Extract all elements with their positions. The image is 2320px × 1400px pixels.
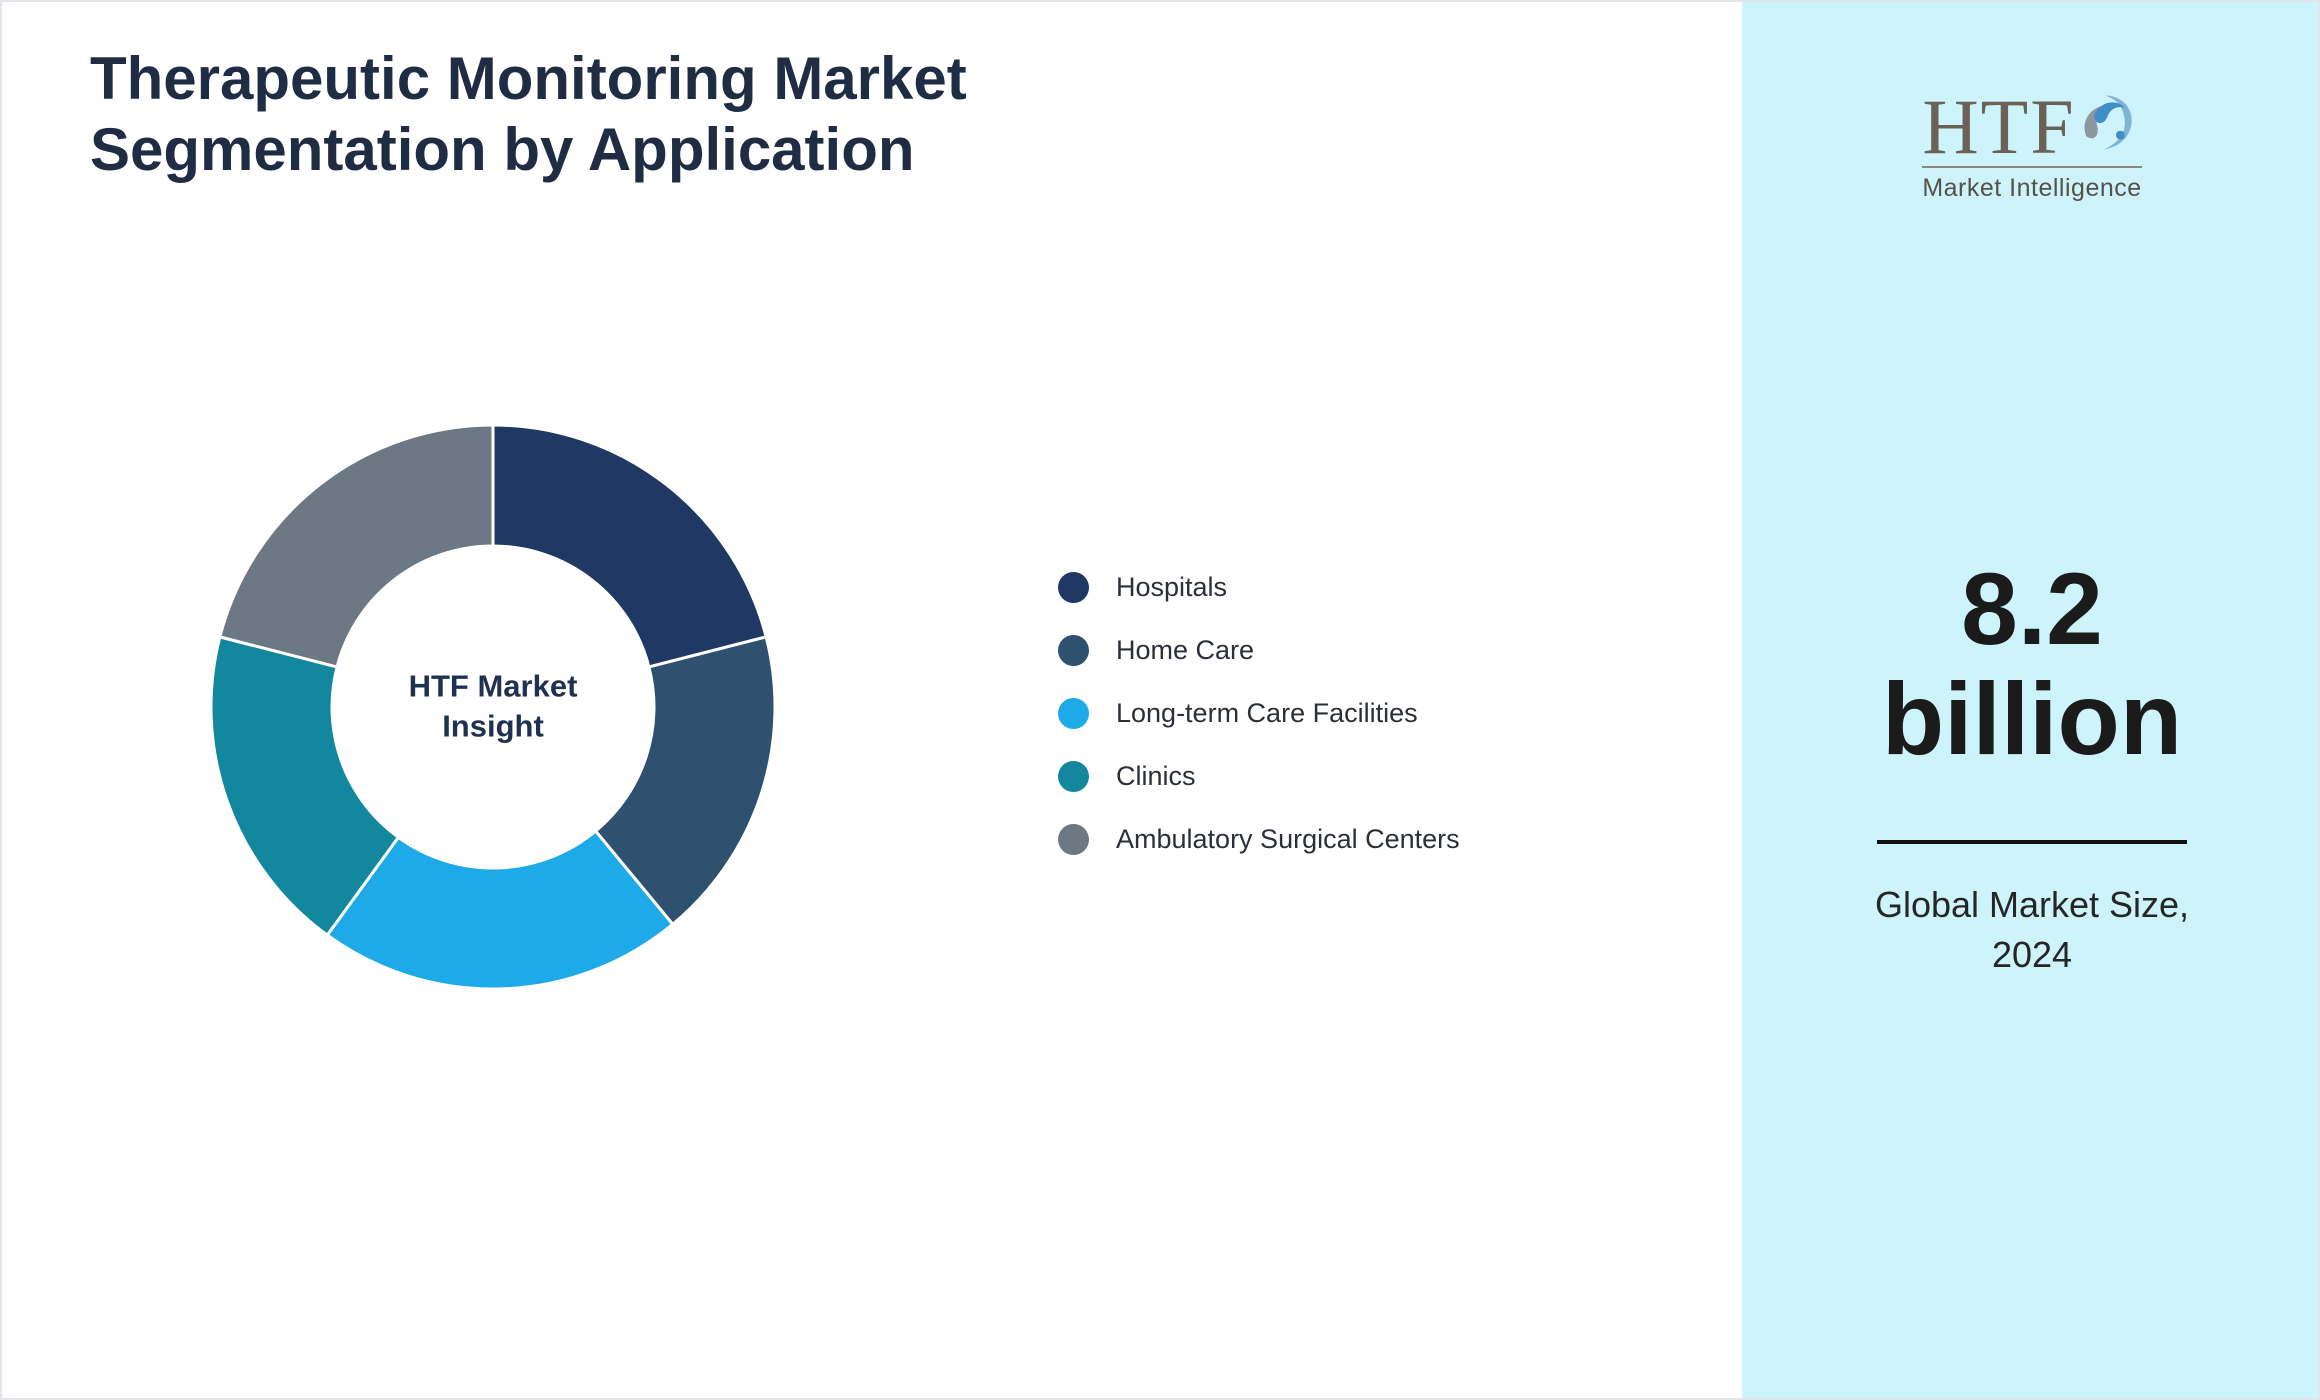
htf-logo-subtext: Market Intelligence [1922,166,2142,203]
market-size-caption-line1: Global Market Size, [1874,884,2190,925]
market-size-unit: billion [1881,662,2183,777]
market-size-caption-line2: 2024 [1991,933,2073,975]
legend-swatch-long-term-care [1058,698,1089,729]
legend-swatch-home-care [1058,635,1089,666]
htf-logo-row: HTF [1742,83,2318,170]
legend-item-long-term-care: Long-term Care Facilities [1058,698,1460,729]
donut-segment [594,635,777,926]
market-size-value: 8.2 billion [1742,552,2318,777]
chart-legend: Hospitals Home Care Long-term Care Facil… [1058,572,1460,887]
legend-swatch-hospitals [1058,572,1089,603]
sidebar-panel: HTF Market Intelligence 8.2 billion Glob… [1742,2,2318,1398]
divider-line [1877,840,2187,844]
legend-label-clinics: Clinics [1116,761,1196,791]
donut-segment [218,423,495,669]
legend-label-hospitals: Hospitals [1116,572,1228,602]
market-size-caption: Global Market Size, 2024 [1742,880,2318,979]
donut-segment [325,829,675,991]
donut-chart-svg [209,423,777,991]
donut-center-label: HTF Market Insight [408,668,578,744]
htf-logo: HTF Market Intelligence [1742,83,2318,203]
legend-label-home-care: Home Care [1116,635,1255,665]
htf-logo-subtext-wrap: Market Intelligence [1742,166,2318,203]
legend-swatch-ambulatory-surgical-centers [1058,824,1089,855]
page-title: Therapeutic Monitoring Market Segmentati… [90,44,967,186]
legend-item-ambulatory-surgical-centers: Ambulatory Surgical Centers [1058,824,1460,855]
htf-logo-text: HTF [1922,83,2076,170]
dolphin-logo-icon [2084,95,2132,150]
legend-item-clinics: Clinics [1058,761,1460,792]
legend-item-home-care: Home Care [1058,635,1460,666]
legend-item-hospitals: Hospitals [1058,572,1460,603]
donut-chart: HTF Market Insight [208,422,778,992]
market-size-number: 8.2 [1961,552,2103,666]
legend-swatch-clinics [1058,761,1089,792]
donut-segment [491,423,768,669]
page-title-line1: Therapeutic Monitoring Market [90,45,967,112]
legend-label-ambulatory-surgical-centers: Ambulatory Surgical Centers [1116,824,1460,854]
page-title-line2: Segmentation by Application [90,115,915,183]
donut-segment [209,635,400,937]
legend-label-long-term-care: Long-term Care Facilities [1116,698,1418,728]
